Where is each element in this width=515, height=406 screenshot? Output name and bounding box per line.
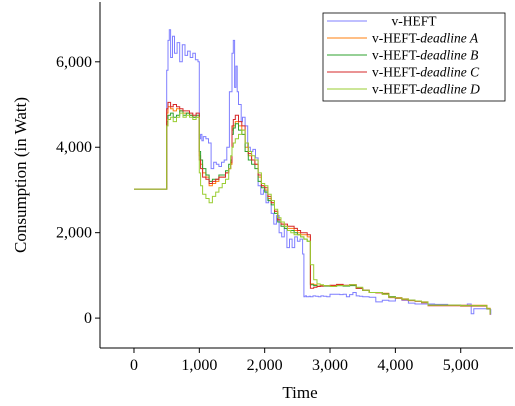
x-tick-label: 5,000 — [443, 357, 479, 374]
series-line-1 — [134, 106, 491, 314]
series-line-0 — [134, 29, 492, 315]
legend-label-plain: v-HEFT — [392, 14, 438, 29]
x-tick-label: 4,000 — [377, 357, 413, 374]
legend-label-plain: v-HEFT- — [372, 48, 421, 63]
series-line-3 — [134, 101, 491, 315]
legend-box — [322, 12, 506, 102]
legend-label-4: v-HEFT-deadline D — [372, 82, 480, 97]
plot-area: 0 1,000 2,000 3,000 4,000 5,000 0 2,000 4,000 6,0… — [56, 2, 513, 374]
legend-label-1: v-HEFT-deadline A — [372, 31, 479, 46]
x-tick-label: 0 — [130, 357, 138, 374]
legend-label-2: v-HEFT-deadline B — [372, 48, 478, 63]
x-tick-label: 1,000 — [181, 357, 217, 374]
legend-label-italic: deadline D — [420, 82, 480, 97]
axis-ticks: 0 1,000 2,000 3,000 4,000 5,000 0 2,000 4,000 6,0… — [56, 54, 479, 374]
series-line-4 — [134, 112, 491, 315]
legend-label-plain: v-HEFT- — [372, 65, 421, 80]
legend-label-0: v-HEFT — [392, 14, 438, 29]
x-tick-label: 3,000 — [312, 357, 348, 374]
legend-label-plain: v-HEFT- — [372, 31, 421, 46]
y-tick-label: 2,000 — [56, 225, 92, 242]
legend-label-italic: deadline B — [420, 48, 478, 63]
legend-label-3: v-HEFT-deadline C — [372, 65, 480, 80]
legend-label-italic: deadline C — [420, 65, 480, 80]
legend-label-italic: deadline A — [420, 31, 479, 46]
x-tick-label: 2,000 — [247, 357, 283, 374]
x-axis-label: Time — [282, 383, 317, 402]
y-axis-label: Consumption (in Watt) — [11, 97, 30, 253]
legend-label-plain: v-HEFT- — [372, 82, 421, 97]
y-tick-label: 4,000 — [56, 139, 92, 156]
y-tick-label: 0 — [84, 310, 92, 327]
series-lines — [134, 29, 492, 315]
y-tick-label: 6,000 — [56, 54, 92, 71]
